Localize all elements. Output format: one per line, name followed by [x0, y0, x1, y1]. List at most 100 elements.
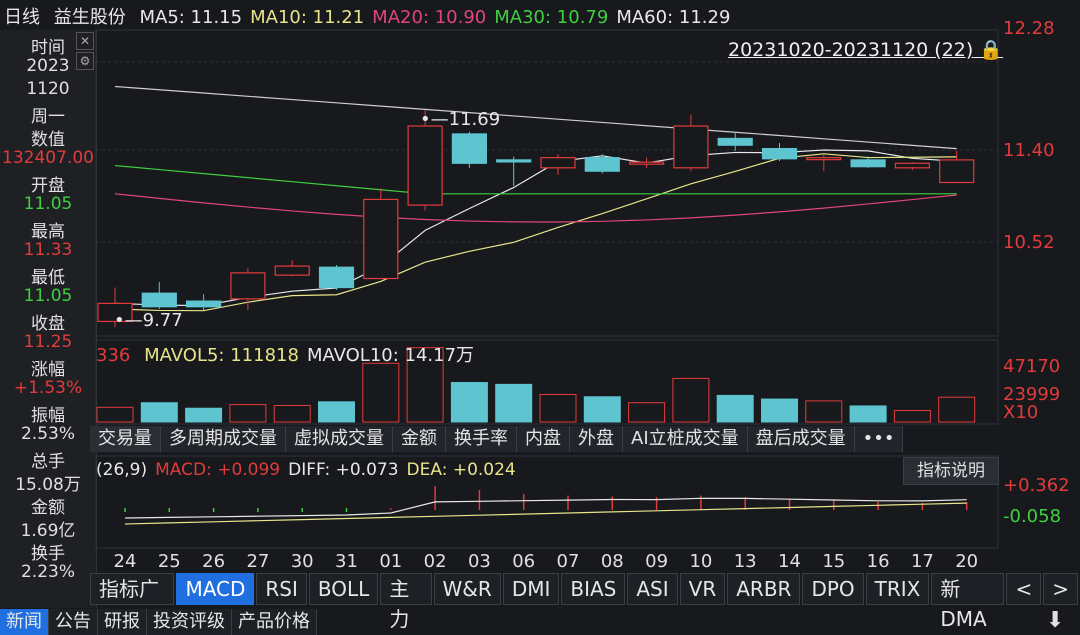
volume-bar	[362, 362, 400, 423]
indicator-tab[interactable]: 内盘	[517, 426, 570, 452]
ma-legend-item: MA10: 11.21	[250, 7, 365, 28]
bottom-tab[interactable]: RSI	[256, 573, 307, 605]
ma-legend-item: MA20: 10.90	[372, 7, 487, 28]
bottom-tab[interactable]: DMI	[502, 573, 560, 605]
x-axis-label: 30	[290, 551, 314, 572]
info-value: 11.33	[23, 240, 73, 260]
info-label: 总手	[31, 452, 65, 472]
info-panel: ✕ ⚙ 时间 2023 1120 周一 数值 132407.00 开盘 11.05 最高 11.3…	[0, 30, 97, 608]
period-label[interactable]: 日线	[4, 7, 40, 28]
bottom-tab[interactable]: >	[1043, 573, 1078, 605]
candle-body	[540, 157, 576, 169]
footer-tab[interactable]: 投资评级	[147, 609, 232, 635]
price-tick: 10.52	[1003, 232, 1055, 253]
ma20-line	[114, 193, 957, 223]
bottom-tab[interactable]: <	[1006, 573, 1042, 605]
info-value: 15.08万	[15, 475, 81, 495]
bottom-tab[interactable]: DPO	[802, 573, 864, 605]
x-axis-label: 16	[866, 551, 890, 572]
volume-bar	[672, 377, 710, 423]
volume-tick: 23999	[1003, 384, 1061, 405]
bottom-tab[interactable]: VR	[679, 573, 726, 605]
info-label: 开盘	[31, 176, 65, 196]
indicator-tab[interactable]: 换手率	[446, 426, 517, 452]
indicator-tab[interactable]: 虚拟成交量	[286, 426, 393, 452]
bottom-tab[interactable]: 指标广场	[90, 573, 175, 631]
bottom-tab[interactable]: ASI	[627, 573, 678, 605]
ma-legend-item: MA60: 11.29	[616, 7, 731, 28]
x-axis-label: 02	[423, 551, 447, 572]
macd-legend-item: DEA: +0.024	[406, 460, 516, 480]
info-value: 11.05	[23, 286, 73, 306]
dea-line	[124, 502, 967, 525]
volume-bar	[628, 402, 666, 423]
bottom-tab[interactable]: MACD	[176, 573, 255, 605]
indicator-tab[interactable]: 外盘	[570, 426, 623, 452]
candle-body	[230, 272, 266, 300]
indicator-tab[interactable]: •••	[855, 426, 904, 452]
indicator-help-button[interactable]: 指标说明	[903, 457, 999, 485]
candle-body	[628, 161, 665, 165]
candle-body	[894, 162, 931, 169]
volume-panel	[95, 339, 999, 425]
settings-icon[interactable]: ⚙	[76, 52, 94, 70]
info-label: 振幅	[31, 406, 65, 426]
bottom-tab[interactable]: 主力	[380, 573, 432, 631]
footer-tab[interactable]: 产品价格	[232, 609, 317, 635]
indicator-tab[interactable]: 交易量	[90, 426, 161, 452]
ma60-line	[114, 85, 957, 150]
price-tick: 12.28	[1003, 18, 1055, 39]
volume-bar	[406, 347, 444, 423]
info-value: 2.53%	[20, 424, 75, 444]
candle-body	[97, 302, 133, 323]
bottom-tab[interactable]: BOLL	[308, 573, 379, 605]
candle-body	[673, 125, 709, 169]
macd-legend-item: (26,9)	[96, 460, 148, 480]
volume-bar	[185, 407, 223, 423]
volume-bar	[583, 396, 621, 423]
x-axis-label: 27	[246, 551, 270, 572]
bottom-tab[interactable]: TRIX	[865, 573, 930, 605]
info-value: 132407.00	[2, 148, 94, 168]
close-icon[interactable]: ✕	[76, 32, 94, 50]
volume-bar	[539, 393, 577, 423]
volume-header: 336 MAVOL5: 111818 MAVOL10: 14.17万	[96, 345, 475, 366]
x-axis-label: 10	[689, 551, 713, 572]
info-label: 周一	[31, 107, 65, 127]
volume-bar	[140, 402, 178, 423]
x-axis-label: 14	[778, 551, 801, 572]
indicator-tab[interactable]: 多周期成交量	[161, 426, 286, 452]
x-axis-label: 13	[733, 551, 757, 572]
volume-indicator-tabs: 交易量 多周期成交量 虚拟成交量 金额 换手率 内盘 外盘 AI立桩成交量 盘后成交量 •••	[90, 426, 904, 452]
bottom-tab[interactable]: W&R	[433, 573, 501, 605]
bottom-tab[interactable]: BIAS	[561, 573, 626, 605]
info-label: 最低	[31, 268, 65, 288]
indicator-tab[interactable]: 盘后成交量	[748, 426, 855, 452]
info-value: 1120	[26, 79, 70, 99]
indicator-tab[interactable]: AI立桩成交量	[623, 426, 748, 452]
x-axis-label: 25	[157, 551, 181, 572]
download-icon[interactable]: ⬇	[1046, 608, 1065, 633]
x-axis-label: 15	[822, 551, 846, 572]
ma-legend-item: MA30: 10.79	[494, 7, 609, 28]
x-axis-label: 06	[512, 551, 536, 572]
indicator-tab[interactable]: 金额	[393, 426, 446, 452]
volume-bar	[805, 400, 843, 423]
candle-body	[496, 159, 532, 163]
footer-tab[interactable]: 研报	[98, 609, 147, 635]
volume-bar	[450, 382, 488, 423]
footer-tab[interactable]: 新闻	[0, 609, 49, 635]
x-axis-label: 31	[335, 551, 358, 572]
info-value: 2023	[26, 56, 70, 76]
bottom-tab[interactable]: ARBR	[727, 573, 801, 605]
candle-body	[584, 157, 620, 172]
macd-header: (26,9) MACD: +0.099 DIFF: +0.073 DEA: +0.02…	[96, 460, 524, 480]
diff-line	[124, 497, 967, 519]
ma30-line	[114, 164, 957, 195]
footer-tab[interactable]: 公告	[49, 609, 98, 635]
candle-body	[318, 266, 355, 289]
bottom-tab[interactable]: 新DMA	[931, 573, 1005, 631]
date-range[interactable]: 20231020-20231120 (22) 🔒	[728, 39, 1004, 61]
stock-name: 益生股份	[53, 7, 126, 28]
